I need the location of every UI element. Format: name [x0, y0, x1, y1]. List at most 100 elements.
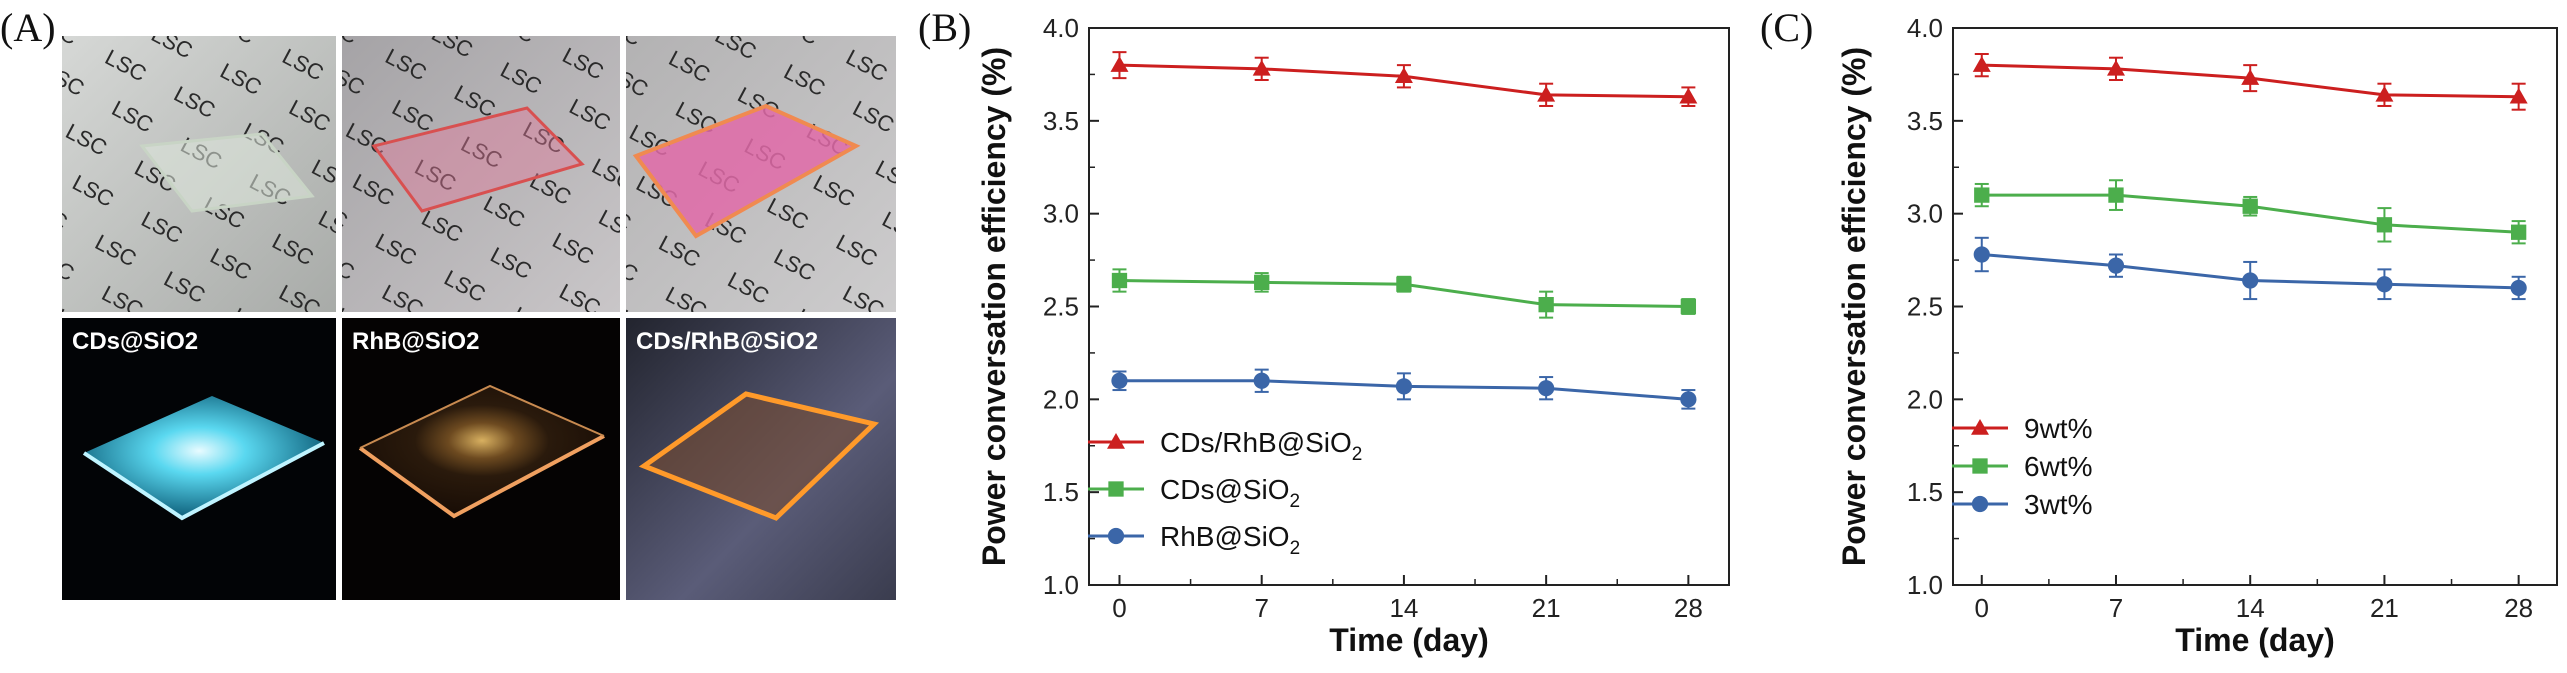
chart-c-data-point [2108, 187, 2124, 203]
photo-combo-glass-daylight: LSC LSC LSC LSC LSC LSC LSC LSC LSC LSC LSC LSC LSC L… [626, 36, 896, 312]
chart-b-series-1 [1111, 268, 1697, 319]
chart-c-legend-marker [1971, 419, 1989, 435]
photo-blank-glass-daylight: LSC LSC LSC LSC LSC LSC LSC LSC LSC LSC LSC LSC LSC L… [62, 36, 336, 312]
chart-b-y-tick-label: 1.0 [1043, 570, 1079, 600]
chart-c-y-tick-label: 4.0 [1907, 13, 1943, 43]
chart-c-data-point [2106, 59, 2125, 76]
sheet-lettering: LSC [342, 192, 352, 234]
chart-c-y-tick-label: 2.0 [1907, 384, 1943, 414]
chart-b-data-point [1538, 296, 1554, 313]
chart-b-y-tick-label: 2.5 [1043, 292, 1079, 322]
chart-c-svg: 1.0 1.5 2.0 2.5 3.0 3.5 4.0 0 7 14 21 28 Time (day) P… [1836, 13, 2558, 658]
chart-b-y-tick-label: 3.0 [1043, 199, 1079, 229]
photo-combo-glass-uv: CDs/RhB@SiO2 [626, 318, 896, 600]
chart-b-data-point [1254, 274, 1270, 291]
chart-c-x-tick-label: 28 [2504, 593, 2533, 623]
chart-c-legend-marker [1972, 458, 1988, 474]
chart-b-series-0 [1110, 51, 1698, 107]
chart-b-y-tick-label: 4.0 [1043, 13, 1079, 43]
chart-b-y-axis-label: Power conversation efficiency (%) [976, 47, 1012, 566]
chart-c-y-tick-label: 2.5 [1907, 292, 1943, 322]
sheet-lettering: LSC [617, 264, 620, 306]
photo-label-cds: CDs@SiO2 [72, 328, 199, 355]
photo-drawing [62, 318, 336, 600]
photo-label-rhb: RhB@SiO2 [352, 328, 480, 355]
panel-label-c: (C) [1760, 5, 1814, 50]
chart-b-data-point [1679, 87, 1698, 104]
photo-cds-glass-uv: CDs@SiO2 [62, 318, 336, 600]
photo-drawing [342, 318, 620, 600]
chart-c-x-tick-label: 14 [2236, 593, 2265, 623]
chart-c-x-tick-label: 7 [2109, 593, 2123, 623]
chart-c-series-0 [1972, 52, 2528, 111]
chart-b-data-point [1396, 276, 1412, 292]
chart-c-y-tick-label: 3.0 [1907, 199, 1943, 229]
chart-b-data-point [1394, 67, 1413, 84]
chart-c-data-point [2510, 279, 2527, 297]
chart-c-data-point [1974, 187, 1990, 203]
chart-b-data-point [1538, 380, 1555, 397]
chart-c-y-tick-label: 1.0 [1907, 570, 1943, 600]
chart-c-data-point [1973, 246, 1990, 263]
chart-b-y-tick-label: 2.0 [1043, 384, 1079, 414]
chart-c-legend-marker [1971, 495, 1989, 513]
chart-b-data-point [1252, 59, 1271, 76]
chart-c-data-point [2241, 69, 2260, 85]
chart-b-legend-label: CDs/RhB@SiO2 [1160, 427, 1362, 465]
chart-b-series-2 [1111, 368, 1697, 410]
panel-label-b: (B) [918, 5, 972, 50]
chart-b-x-axis-label: Time (day) [1329, 622, 1488, 658]
chart-b-data-point [1680, 391, 1697, 408]
photo-drawing: LSCLSCLSCLSCLSCLSCLSCLSCLSCLSCLSCLSCLSCL… [626, 36, 896, 312]
chart-b-data-point [1395, 378, 1413, 395]
photo-rhb-glass-uv: RhB@SiO2 [342, 318, 620, 600]
chart-c-series-2 [1973, 236, 2527, 301]
chart-c-y-axis-label: Power conversation efficiency (%) [1836, 47, 1872, 566]
chart-c-data-point [2107, 257, 2125, 274]
photo-rhb-glass-daylight: LSC LSC LSC LSC LSC LSC LSC LSC LSC LSC LSC LSC LSC L… [342, 36, 620, 312]
chart-c-data-point [2242, 272, 2259, 289]
photo-label-combo: CDs/RhB@SiO2 [636, 328, 819, 355]
chart-b-data-point [1111, 372, 1128, 389]
chart-b-x-tick-label: 7 [1254, 593, 1268, 623]
chart-c-data-point [1972, 56, 1991, 72]
chart-c-data-point [2511, 224, 2527, 240]
chart-c-x-tick-label: 21 [2370, 593, 2399, 623]
chart-b-x-tick-label: 0 [1112, 593, 1126, 623]
chart-c-data-point [2509, 87, 2528, 104]
chart-b-data-point [1253, 372, 1270, 389]
chart-b-data-point [1537, 85, 1556, 102]
chart-c-y-tick-label: 3.5 [1907, 106, 1943, 136]
chart-c-series-1 [1974, 179, 2527, 245]
chart-b-data-point [1110, 56, 1129, 72]
chart-b-x-tick-label: 14 [1389, 593, 1418, 623]
chart-c-data-point [2376, 276, 2393, 293]
chart-b-data-point [1111, 272, 1128, 289]
chart-b-legend-marker [1107, 433, 1125, 449]
chart-c-y-tick-label: 1.5 [1907, 477, 1943, 507]
chart-b: 1.0 1.5 2.0 2.5 3.0 3.5 4.0 0 7 14 21 28 Time (day) P… [900, 0, 1750, 668]
chart-b-y-tick-label: 1.5 [1043, 477, 1079, 507]
chart-b-y-tick-label: 3.5 [1043, 106, 1079, 136]
chart-b-data-point [1680, 298, 1697, 315]
chart-b-legend-label: CDs@SiO2 [1160, 474, 1300, 512]
chart-c-legend-label: 3wt% [2024, 489, 2092, 520]
chart-b-legend-marker [1108, 481, 1124, 497]
photo-drawing: LSCLSCLSCLSCLSCLSCLSCLSCLSCLSCLSCLSCLSCL… [342, 36, 620, 312]
panel-label-a: (A) [0, 5, 56, 50]
sheet-lettering: LSC [626, 194, 636, 236]
chart-c-legend-label: 6wt% [2024, 451, 2092, 482]
chart-c-legend-label: 9wt% [2024, 413, 2092, 444]
photo-drawing [626, 318, 896, 600]
chart-b-x-tick-label: 21 [1532, 593, 1561, 623]
chart-c: 1.0 1.5 2.0 2.5 3.0 3.5 4.0 0 7 14 21 28 Time (day) P… [1760, 0, 2567, 668]
photo-drawing: LSCLSCLSCLSCLSCLSCLSCLSCLSCLSCLSCLSCLSCL… [62, 36, 336, 312]
chart-c-data-point [2375, 85, 2394, 102]
chart-b-legend-label: RhB@SiO2 [1160, 521, 1300, 559]
chart-b-x-tick-label: 28 [1674, 593, 1703, 623]
chart-c-data-point [2242, 198, 2258, 214]
chart-c-x-axis-label: Time (day) [2175, 622, 2334, 658]
chart-c-data-point [2376, 217, 2393, 233]
sheet-lettering: LSC [62, 193, 72, 235]
chart-c-x-tick-label: 0 [1975, 593, 1989, 623]
